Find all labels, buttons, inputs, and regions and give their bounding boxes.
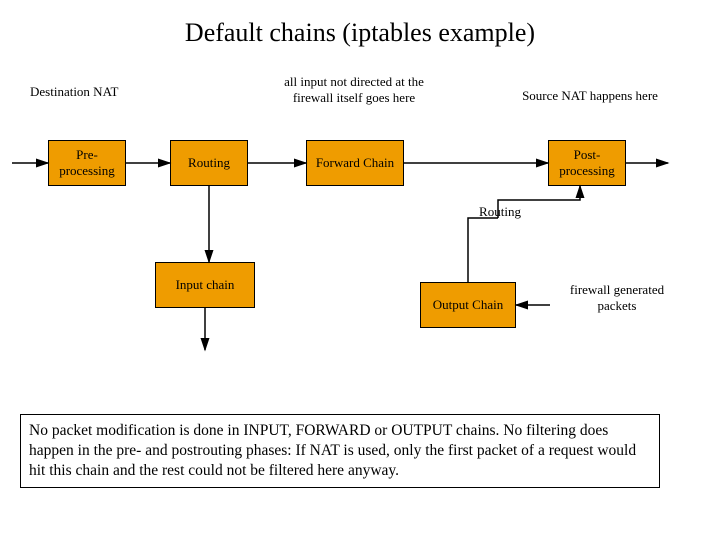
- label-all-input: all input not directed at the firewall i…: [274, 74, 434, 105]
- label-fw-gen: firewall generated packets: [552, 282, 682, 313]
- label-dest-nat: Destination NAT: [30, 84, 150, 100]
- node-output-chain: Output Chain: [420, 282, 516, 328]
- node-routing1: Routing: [170, 140, 248, 186]
- node-preprocessing: Pre-processing: [48, 140, 126, 186]
- node-forward: Forward Chain: [306, 140, 404, 186]
- label-src-nat: Source NAT happens here: [500, 88, 680, 104]
- node-postprocessing: Post-processing: [548, 140, 626, 186]
- label-routing2: Routing: [470, 204, 530, 220]
- node-input-chain: Input chain: [155, 262, 255, 308]
- note-box: No packet modification is done in INPUT,…: [20, 414, 660, 488]
- page-title: Default chains (iptables example): [0, 18, 720, 48]
